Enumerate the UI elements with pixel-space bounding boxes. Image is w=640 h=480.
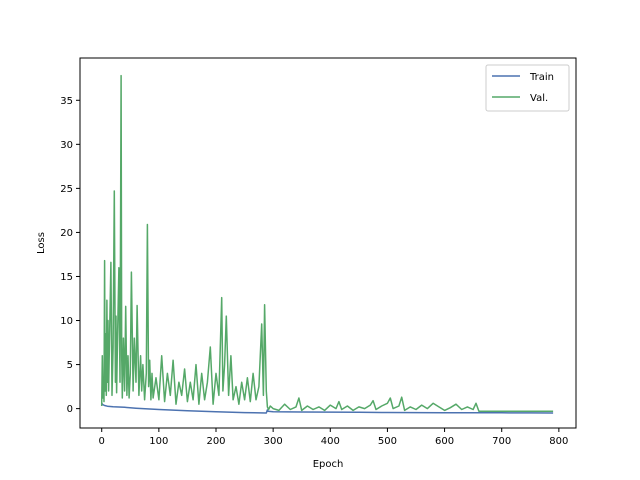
legend: Train Val. [486,65,569,111]
legend-box [486,65,569,111]
legend-label-val: Val. [530,93,548,104]
y-axis-label: Loss [36,232,47,254]
y-tick-label: 25 [60,184,73,195]
legend-label-train: Train [529,72,554,83]
y-tick-label: 15 [60,272,73,283]
x-tick-label: 700 [492,436,511,447]
y-tick-label: 0 [67,404,73,415]
y-tick-label: 20 [60,228,73,239]
y-tick-label: 30 [60,140,73,151]
y-tick-label: 5 [67,360,73,371]
y-tick-label: 35 [60,96,73,107]
x-tick-label: 100 [149,436,168,447]
x-tick-label: 300 [264,436,283,447]
x-tick-label: 800 [549,436,568,447]
x-tick-label: 200 [206,436,225,447]
y-tick-label: 10 [60,316,73,327]
x-tick-label: 0 [99,436,105,447]
x-tick-label: 400 [321,436,340,447]
x-tick-label: 500 [378,436,397,447]
x-axis-label: Epoch [313,459,344,470]
x-tick-label: 600 [435,436,454,447]
